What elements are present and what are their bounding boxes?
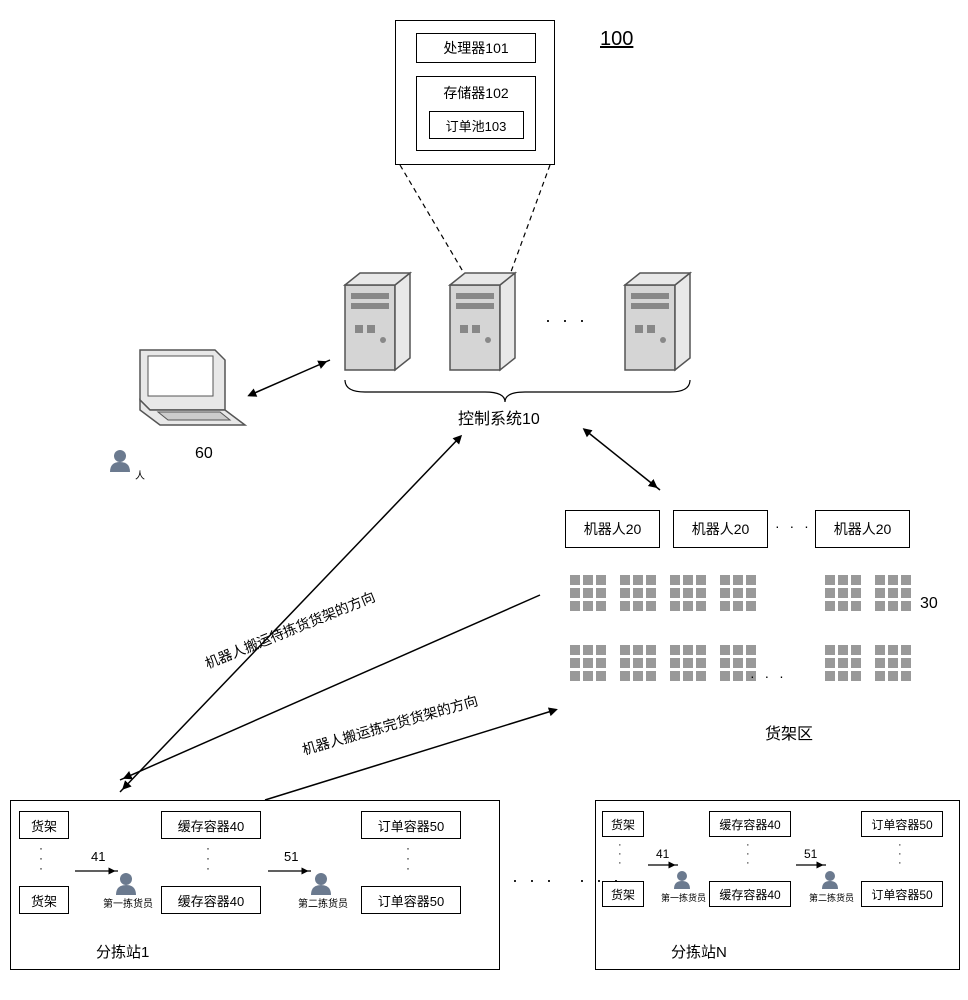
station1-cache-bottom: 缓存容器40 xyxy=(161,886,261,914)
stationn-cache-bottom-label: 缓存容器40 xyxy=(719,886,780,903)
stationn-cache-top-label: 缓存容器40 xyxy=(719,816,780,833)
station1-shelf-top-label: 货架 xyxy=(31,816,57,835)
stationn-shelf-top-label: 货架 xyxy=(611,816,635,833)
stationn-cache-bottom: 缓存容器40 xyxy=(709,881,791,907)
stationn-shelf-dots: ··· xyxy=(618,841,622,868)
station1-picker2-label: 第二拣货员 xyxy=(298,899,348,910)
stationn-shelf-bottom-label: 货架 xyxy=(611,886,635,903)
stationn-order-bottom-label: 订单容器50 xyxy=(871,886,932,903)
stationn-cache-dots: ··· xyxy=(746,841,750,868)
stationn-shelf-top: 货架 xyxy=(602,811,644,837)
station1-picker1-label: 第一拣货员 xyxy=(103,899,153,910)
station1-shelf-dots: ··· xyxy=(39,843,43,873)
station1-order-bottom: 订单容器50 xyxy=(361,886,461,914)
stationn-order-dots: ··· xyxy=(898,841,902,868)
stationn-order-top: 订单容器50 xyxy=(861,811,943,837)
stationn-order-bottom: 订单容器50 xyxy=(861,881,943,907)
station1-order-dots: ··· xyxy=(406,843,410,873)
station1-title: 分拣站1 xyxy=(96,941,149,962)
station1-cache-bottom-label: 缓存容器40 xyxy=(178,891,244,910)
station1-shelf-bottom-label: 货架 xyxy=(31,891,57,910)
station-n: 货架 ··· 货架 41 第一拣货员 缓存容器40 ··· 缓存容器40 51 … xyxy=(595,800,960,970)
stationn-order-top-label: 订单容器50 xyxy=(871,816,932,833)
station1-picker1-id: 41 xyxy=(91,849,105,864)
stationn-picker2-id: 51 xyxy=(804,847,817,861)
station1-cache-top: 缓存容器40 xyxy=(161,811,261,839)
station1-order-bottom-label: 订单容器50 xyxy=(378,891,444,910)
stationn-cache-top: 缓存容器40 xyxy=(709,811,791,837)
stationn-picker1-id: 41 xyxy=(656,847,669,861)
station1-shelf-bottom: 货架 xyxy=(19,886,69,914)
station-1: 货架 ··· 货架 41 第一拣货员 缓存容器40 ··· 缓存容器40 51 … xyxy=(10,800,500,970)
station1-picker1-icon xyxy=(116,873,140,899)
stationn-shelf-bottom: 货架 xyxy=(602,881,644,907)
stationn-picker1-icon xyxy=(674,871,694,893)
stationn-title: 分拣站N xyxy=(671,941,727,962)
station1-order-top: 订单容器50 xyxy=(361,811,461,839)
station1-picker2-icon xyxy=(311,873,335,899)
stationn-picker1-label: 第一拣货员 xyxy=(661,893,706,903)
station1-shelf-top: 货架 xyxy=(19,811,69,839)
station1-picker2-id: 51 xyxy=(284,849,298,864)
station1-cache-top-label: 缓存容器40 xyxy=(178,816,244,835)
station1-cache-dots: ··· xyxy=(206,843,210,873)
stationn-picker2-label: 第二拣货员 xyxy=(809,893,854,903)
stationn-picker2-icon xyxy=(822,871,842,893)
station1-order-top-label: 订单容器50 xyxy=(378,816,444,835)
